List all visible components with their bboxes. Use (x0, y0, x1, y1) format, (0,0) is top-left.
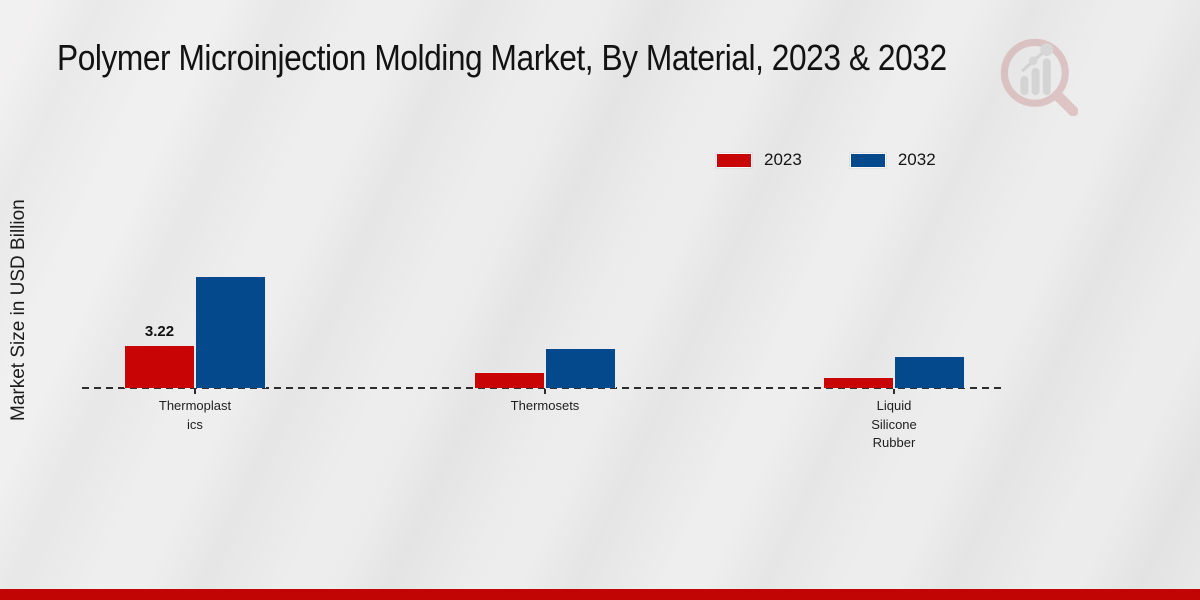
x-axis-category-label: Thermoplast ics (158, 398, 232, 432)
legend: 2023 2032 (716, 150, 936, 170)
legend-label: 2032 (897, 150, 936, 169)
x-axis-tick (194, 389, 196, 394)
legend-swatch-2023 (716, 152, 752, 168)
bar-2023-liquid-silicone-rubber (823, 377, 894, 388)
x-axis-tick (544, 389, 546, 394)
legend-label: 2023 (764, 150, 802, 169)
legend-item-2032: 2032 (849, 150, 936, 170)
magnifier-bar-chart-logo-icon (1000, 38, 1078, 116)
bar-2032-thermosets (545, 348, 616, 388)
y-axis-label: Market Size in USD Billion (8, 199, 29, 421)
x-axis-category-label: Liquid Silicone Rubber (871, 398, 917, 450)
bar-2032-liquid-silicone-rubber (894, 356, 965, 388)
chart-title: Polymer Microinjection Molding Market, B… (57, 37, 947, 78)
x-axis-baseline (82, 387, 1005, 389)
footer-red-strip (0, 589, 1200, 600)
x-axis-tick (893, 389, 895, 394)
bar-2023-thermosets (474, 372, 545, 388)
bar-2032-thermoplastics (195, 276, 266, 388)
legend-item-2023: 2023 (716, 150, 802, 170)
bar-value-label: 3.22 (144, 323, 175, 340)
x-axis-category-label: Thermosets (510, 398, 580, 413)
legend-swatch-2032 (849, 152, 886, 168)
bar-2023-thermoplastics (124, 345, 195, 388)
